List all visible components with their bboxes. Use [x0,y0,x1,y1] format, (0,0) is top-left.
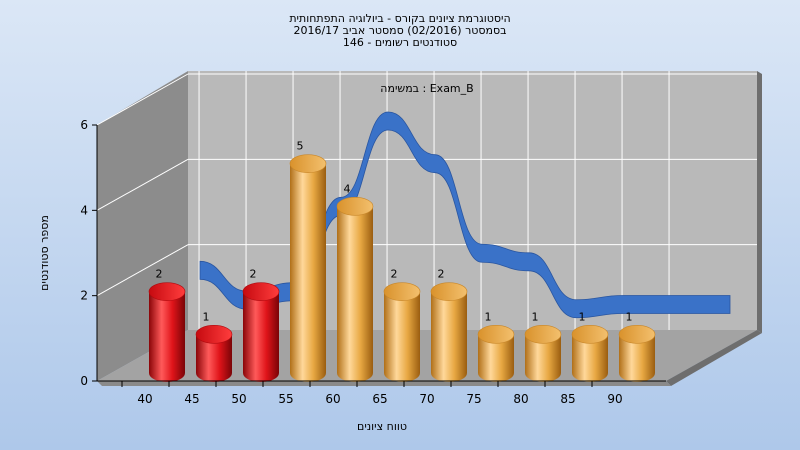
x-tick-label: 55 [278,392,293,406]
bar-top [148,282,186,301]
bar-top [336,197,374,216]
x-tick-label: 40 [137,392,152,406]
chart-title-line2: בסמסטר (02/2016) סמסטר אביב 2016/17 [293,24,506,37]
bar-body [619,334,655,382]
bar-top [195,325,233,344]
plot-right-edge [757,71,762,333]
x-tick-label: 90 [607,392,622,406]
x-tick-label: 80 [513,392,528,406]
plot-floor-edge [666,330,762,386]
bar-value-label: 5 [297,140,304,153]
grid-line-side [96,158,189,211]
histogram-bar: 1 [524,310,562,382]
chart-annotation: במשימה : Exam_B [380,82,473,95]
chart-title-line1: היסטוגרמת ציונים בקורס - ביולוגיה התפתחו… [289,12,510,25]
x-tick-label: 85 [560,392,575,406]
x-axis-label: טווח ציונים [357,420,407,433]
x-tick-label: 75 [466,392,481,406]
y-axis-label: מספר סטודנטים [38,215,51,291]
bar-body [243,291,279,382]
bar-body [196,334,232,382]
y-tick-label: 4 [80,203,88,217]
bar-value-label: 2 [156,268,163,281]
histogram-bar: 1 [571,310,609,382]
histogram-bar: 1 [195,310,233,382]
grid-line-side [96,244,189,297]
x-tick-label: 60 [325,392,340,406]
bar-value-label: 4 [344,182,351,195]
plot-floor-front [97,381,671,386]
bar-top [289,154,327,173]
bar-body [337,206,373,382]
x-tick-label: 45 [184,392,199,406]
bar-value-label: 2 [250,268,257,281]
bar-value-label: 1 [626,310,633,323]
bar-value-label: 1 [579,310,586,323]
grid-line-side [96,73,189,126]
y-tick-label: 0 [80,374,88,388]
y-tick-label: 2 [80,289,88,303]
histogram-bar: 5 [289,140,327,382]
chart-title-line3: סטודנטים רשומים - 146 [343,36,457,49]
x-tick-label: 65 [372,392,387,406]
x-tick-label: 50 [231,392,246,406]
bar-top [242,282,280,301]
bar-value-label: 1 [532,310,539,323]
bar-top [618,325,656,344]
bar-body [525,334,561,382]
histogram-bar: 2 [383,268,421,382]
histogram-bar: 1 [477,310,515,382]
bar-top [430,282,468,301]
histogram-bar: 2 [430,268,468,382]
bar-top [477,325,515,344]
histogram-bar: 4 [336,182,374,382]
bar-value-label: 2 [391,268,398,281]
bar-body [290,163,326,382]
bar-body [572,334,608,382]
bar-body [478,334,514,382]
bar-body [384,291,420,382]
bar-body [149,291,185,382]
histogram-bar: 2 [242,268,280,382]
bar-value-label: 2 [438,268,445,281]
bar-top [571,325,609,344]
y-tick-label: 6 [80,118,88,132]
plot-back-wall [188,71,757,330]
bar-value-label: 1 [203,310,210,323]
bars-layer: 2 1 2 5 4 2 2 1 1 1 1 [148,140,656,382]
histogram-bar: 1 [618,310,656,382]
bar-top [383,282,421,301]
bar-body [431,291,467,382]
bar-value-label: 1 [485,310,492,323]
histogram-bar: 2 [148,268,186,382]
x-tick-label: 70 [419,392,434,406]
bar-top [524,325,562,344]
